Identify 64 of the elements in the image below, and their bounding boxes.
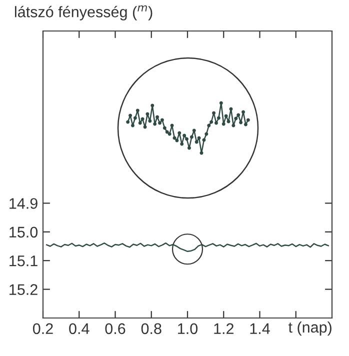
point [246,118,250,122]
point [140,117,144,121]
point [194,140,198,144]
point [207,124,211,128]
x-tick-label: 0.4 [69,323,90,334]
point [200,151,204,155]
point [244,122,248,126]
point [153,122,157,126]
point [204,132,208,136]
point [185,137,189,141]
y-tick-label: 15.2 [10,284,38,295]
y-axis-title: látszó fényesség ($^{m}$) [14,5,152,20]
point [234,116,238,120]
point [143,125,147,129]
x-tick-label: 0.2 [32,323,53,334]
point [172,136,176,140]
point [216,116,220,120]
point [180,142,184,146]
point [197,136,201,140]
point [202,138,206,142]
point [182,134,186,138]
point [146,112,150,116]
point [187,146,191,150]
x-tick-label: 0.6 [105,323,126,334]
point [219,101,223,105]
point [178,131,182,135]
point [165,130,169,134]
point [160,118,164,122]
point [242,110,245,114]
x-tick-label: 1.4 [250,323,270,334]
line-series [46,242,330,252]
point [212,111,216,115]
point [136,108,140,112]
point [133,116,137,120]
point [192,128,196,132]
point [226,120,230,124]
point [148,119,152,123]
point [131,124,134,128]
x-tick-label: 1.2 [214,323,234,334]
point [170,124,174,128]
x-tick-label: 1.0 [178,323,198,334]
y-tick-label: 15.1 [10,256,38,266]
point [229,107,233,111]
point [126,120,130,124]
point [162,126,166,130]
point [190,135,194,139]
point [222,122,226,126]
x-tick-label: 0.8 [141,323,162,334]
point [150,104,154,108]
y-tick-label: 14.9 [10,198,38,209]
point [239,120,243,124]
x-axis-title: t (nap) [288,321,332,336]
point [224,114,228,118]
point [168,132,172,136]
point [214,121,218,125]
point [232,124,236,128]
point [175,138,179,142]
point [236,113,240,117]
point [156,115,160,119]
point [128,114,132,118]
point [210,120,214,124]
point [158,121,162,125]
y-tick-label: 15.0 [10,226,38,238]
point [138,121,142,125]
